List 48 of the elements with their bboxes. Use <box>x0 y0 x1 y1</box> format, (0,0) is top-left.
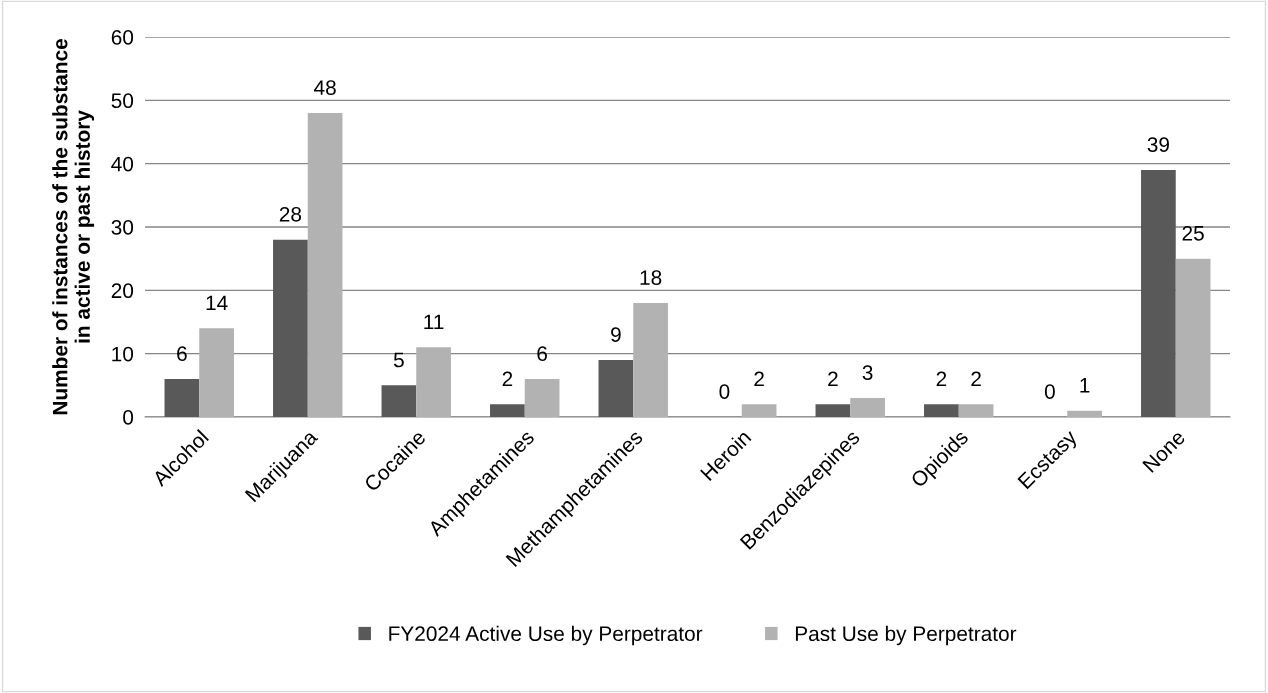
data-label: 28 <box>279 206 302 222</box>
y-tick-label: 30 <box>111 220 134 235</box>
bar <box>307 113 343 417</box>
data-label: 5 <box>393 352 404 368</box>
bar <box>815 404 851 417</box>
bar <box>273 239 308 417</box>
data-label: 18 <box>640 270 662 285</box>
bar <box>164 379 200 417</box>
y-axis-title: Number of instances of the substance in active or past history <box>52 39 95 415</box>
y-tick-label: 50 <box>111 93 134 109</box>
bar <box>958 404 994 417</box>
data-label: 0 <box>719 384 730 399</box>
bar <box>850 398 885 417</box>
data-label: 3 <box>862 365 873 380</box>
legend-label: FY2024 Active Use by Perpetrator <box>389 625 703 646</box>
data-label: 0 <box>1044 384 1055 399</box>
data-label: 2 <box>828 371 838 387</box>
bar <box>199 328 234 417</box>
data-label: 14 <box>206 295 228 311</box>
bar <box>381 385 417 417</box>
bar <box>1141 170 1176 417</box>
data-label: 39 <box>1147 137 1169 152</box>
data-label: 6 <box>537 346 547 361</box>
data-label: 11 <box>424 314 444 330</box>
bar <box>524 379 560 417</box>
data-label: 2 <box>502 371 513 387</box>
bar <box>1175 258 1211 417</box>
bar <box>598 360 634 417</box>
data-label: 48 <box>314 80 336 95</box>
bar <box>1067 410 1102 417</box>
y-tick-label: 0 <box>123 410 134 425</box>
data-label: 1 <box>1080 378 1090 393</box>
data-label: 6 <box>177 346 187 361</box>
legend-label: Past Use by Perpetrator <box>795 625 1017 646</box>
data-label: 2 <box>754 371 764 387</box>
data-label: 2 <box>971 371 981 387</box>
bar <box>416 347 451 417</box>
y-tick-label: 10 <box>112 346 134 362</box>
bar <box>490 404 525 417</box>
bar <box>924 404 959 417</box>
y-tick-label: 20 <box>111 283 134 299</box>
y-tick-label: 40 <box>111 156 134 172</box>
data-label: 9 <box>611 327 621 342</box>
bar <box>633 303 668 417</box>
data-label: 2 <box>936 371 947 387</box>
y-tick-label: 60 <box>111 30 134 45</box>
bar <box>741 404 777 417</box>
data-label: 25 <box>1182 225 1204 241</box>
